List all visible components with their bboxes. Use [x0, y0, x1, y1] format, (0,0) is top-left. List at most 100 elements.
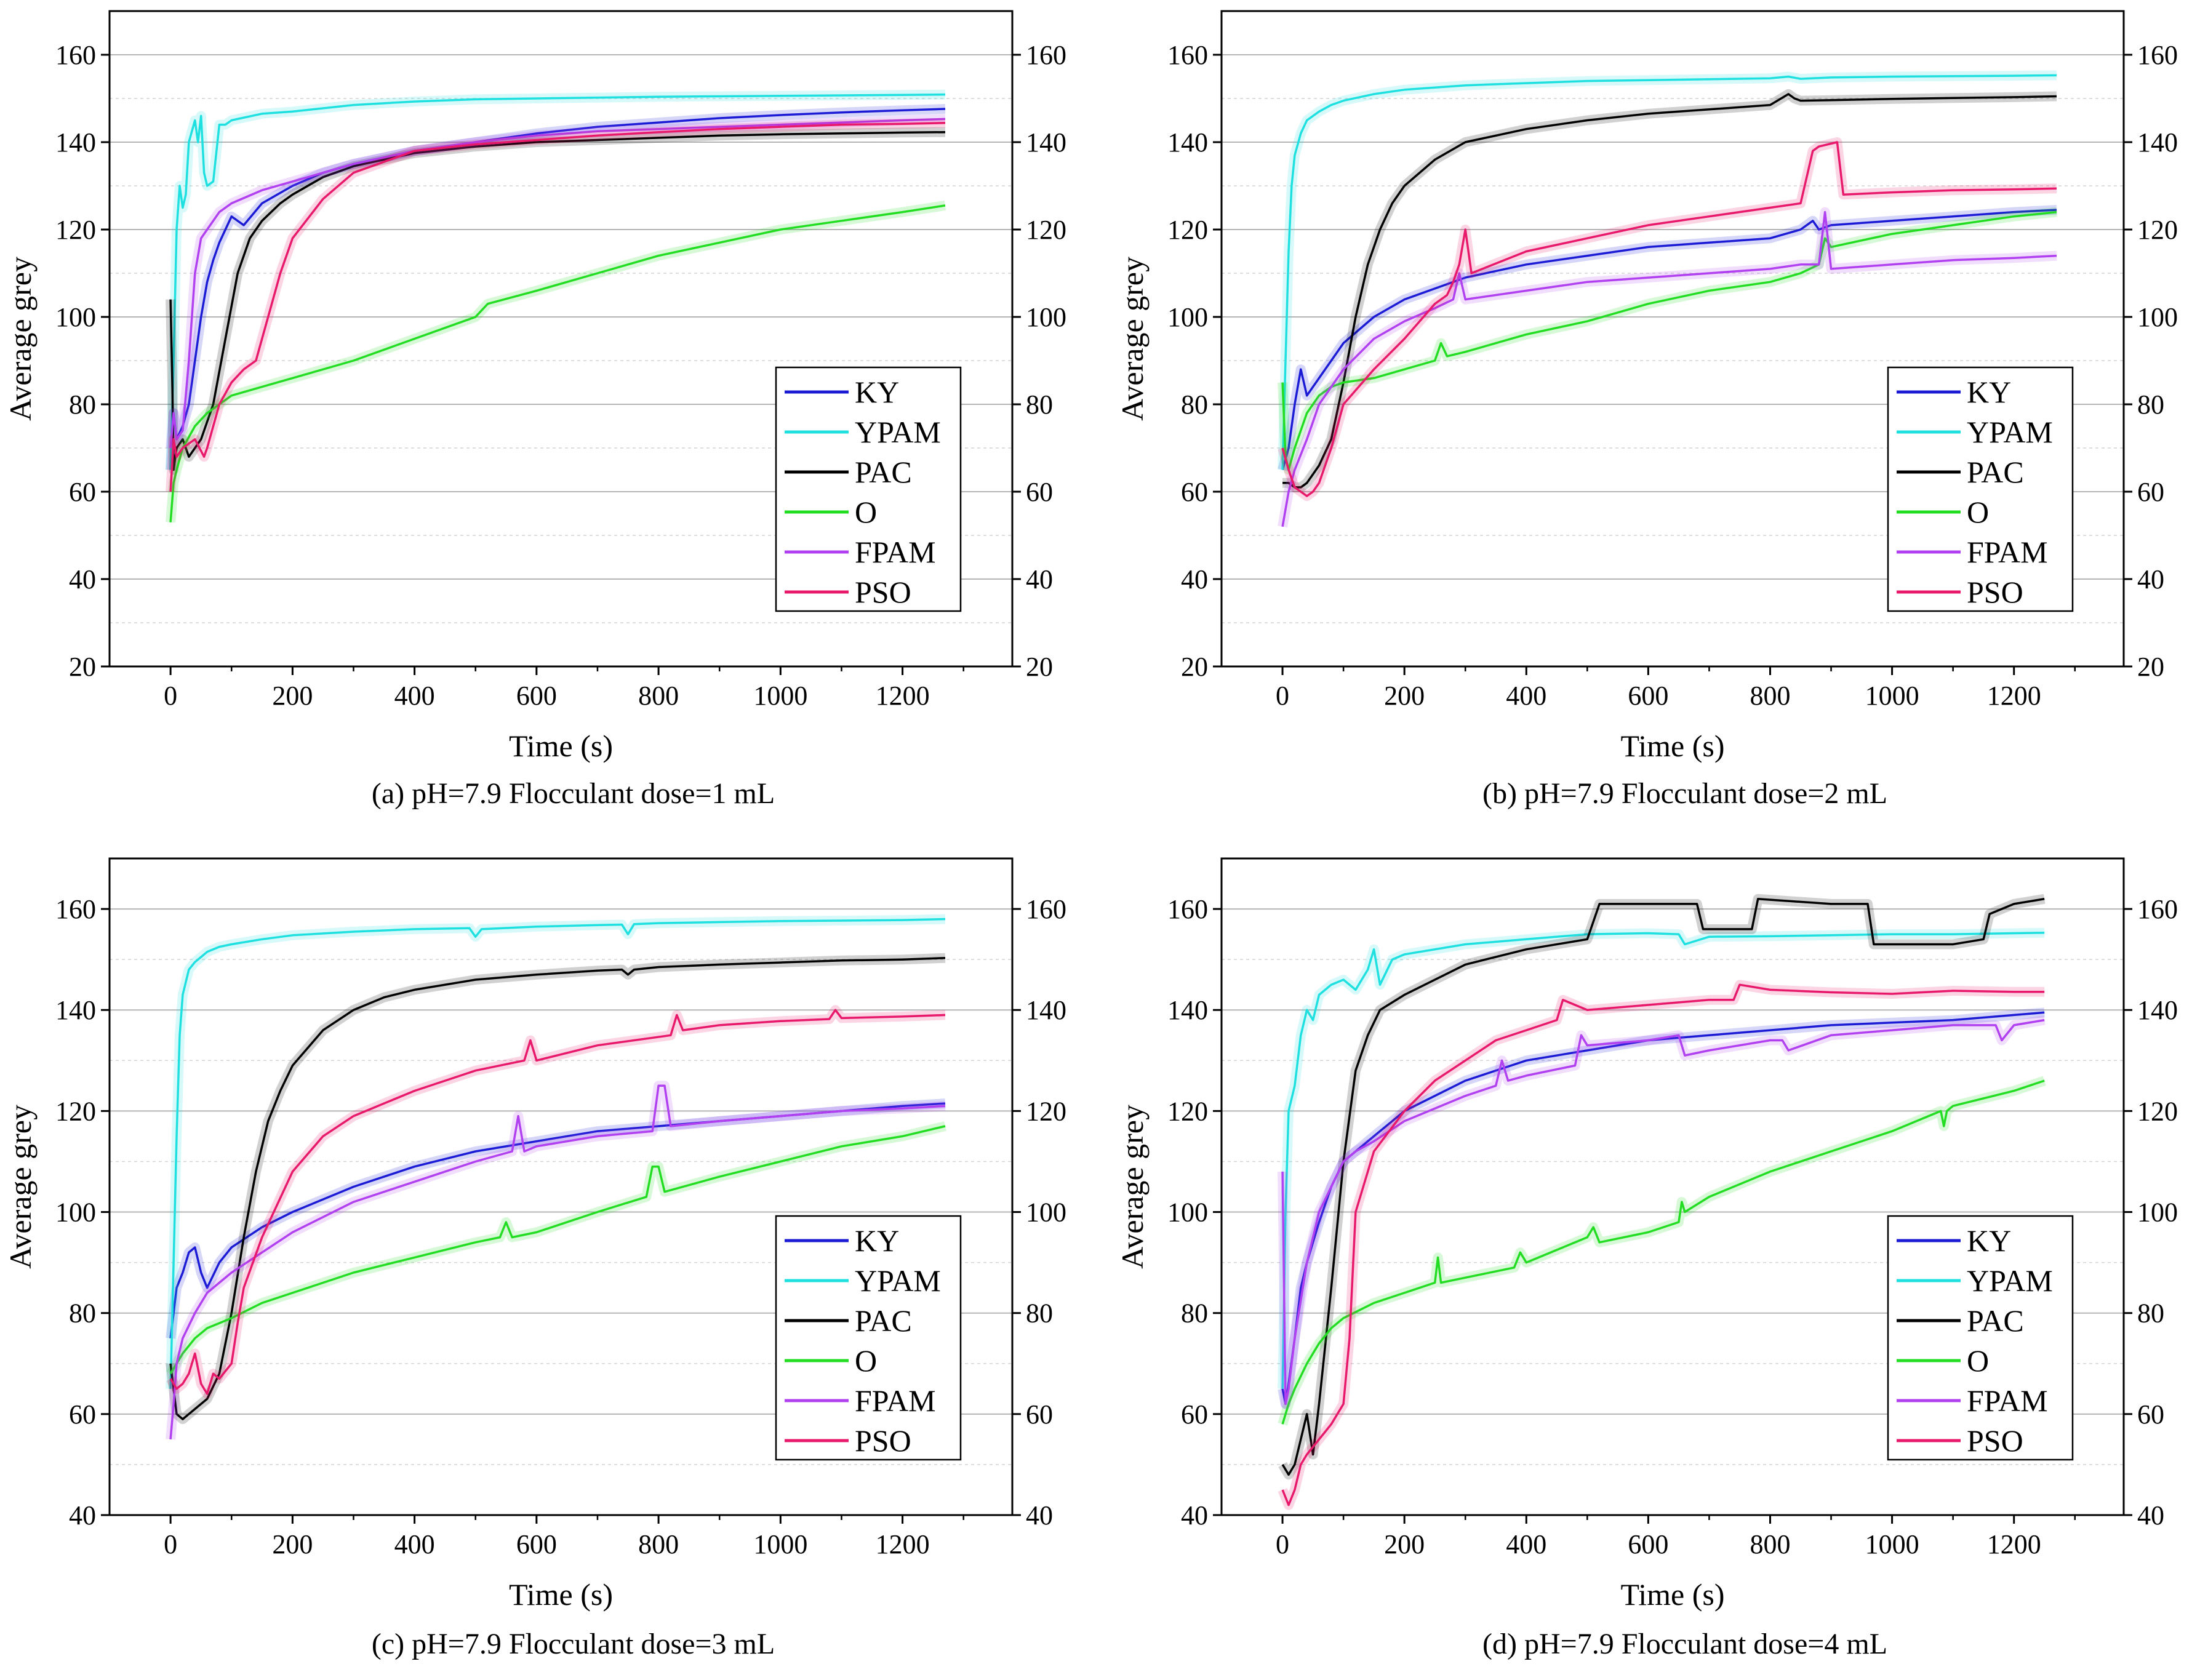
x-tick-label: 1200: [876, 681, 930, 711]
plot-frame: [108, 857, 1014, 1516]
y-tick-label-right: 60: [1026, 1399, 1053, 1430]
y-tick-label-right: 60: [2137, 1399, 2164, 1430]
y-tick-label-left: 160: [1167, 894, 1208, 924]
series-line-o: [169, 1125, 946, 1375]
y-tick-label-left: 40: [69, 564, 96, 594]
legend-label-o: O: [1967, 1343, 1989, 1378]
y-axis-label: Average grey: [3, 257, 38, 421]
x-tick-label: 800: [638, 1529, 679, 1559]
legend-label-pac: PAC: [855, 455, 912, 489]
panel-b: 20 20 40 40 60 60 80 80 100 100 120 120 140 140 160 160…: [1115, 10, 2178, 810]
x-tick-label: 1200: [876, 1529, 930, 1559]
series-line-ypam: [169, 93, 946, 470]
series-line-ky: [1281, 209, 2057, 470]
x-tick-label: 200: [1384, 1529, 1425, 1559]
y-tick-label-right: 60: [1026, 477, 1053, 507]
x-tick-label: 600: [1628, 681, 1668, 711]
y-axis-label: Average grey: [1115, 257, 1150, 421]
x-tick-label: 0: [164, 1529, 177, 1559]
series-line-ypam: [169, 918, 946, 1389]
legend-label-ypam: YPAM: [1967, 415, 2053, 449]
series-line-pac: [169, 956, 946, 1420]
y-tick-label-left: 60: [69, 477, 96, 507]
series-line-fpam: [169, 1084, 946, 1440]
y-tick-label-right: 120: [1026, 1096, 1066, 1126]
x-tick-label: 1000: [753, 1529, 807, 1559]
series-line-o: [1281, 1079, 2045, 1425]
x-tick-label: 400: [1506, 1529, 1546, 1559]
legend-label-pso: PSO: [855, 575, 911, 609]
y-tick-label-right: 20: [2137, 652, 2164, 682]
y-tick-label-left: 20: [69, 652, 96, 682]
series-line-pso: [169, 122, 946, 492]
y-axis-label: Average grey: [3, 1105, 38, 1269]
series-line-fpam: [1281, 210, 2057, 527]
x-tick-label: 800: [1750, 681, 1790, 711]
y-tick-label-right: 60: [2137, 477, 2164, 507]
y-tick-label-right: 80: [1026, 390, 1053, 420]
x-axis-label: Time (s): [509, 729, 613, 763]
y-tick-label-left: 140: [1167, 127, 1208, 158]
x-tick-label: 0: [1276, 681, 1289, 711]
legend-label-ky: KY: [855, 375, 899, 409]
y-tick-label-left: 60: [69, 1399, 96, 1430]
y-tick-label-left: 160: [1167, 40, 1208, 70]
y-tick-label-right: 40: [2137, 1500, 2164, 1530]
plot-frame: [1220, 10, 2125, 668]
legend-label-o: O: [855, 1343, 877, 1378]
legend: KY YPAM PAC O FPAM PSO: [775, 1215, 962, 1461]
series-line-o: [169, 204, 946, 522]
x-tick-label: 200: [1384, 681, 1425, 711]
legend-label-fpam: FPAM: [855, 1383, 936, 1418]
x-tick-label: 1200: [1987, 681, 2041, 711]
legend-label-ypam: YPAM: [1967, 1263, 2053, 1298]
x-tick-label: 200: [272, 1529, 313, 1559]
x-axis-label: Time (s): [1620, 729, 1724, 763]
y-tick-label-right: 160: [2137, 40, 2178, 70]
legend-label-pso: PSO: [855, 1423, 911, 1458]
y-tick-label-right: 40: [2137, 564, 2164, 594]
y-tick-label-right: 80: [1026, 1298, 1053, 1329]
series-line-ky: [1281, 1011, 2045, 1406]
series-line-pso: [169, 1009, 946, 1395]
y-tick-label-right: 160: [1026, 894, 1066, 924]
y-tick-label-left: 120: [55, 1096, 96, 1126]
x-tick-label: 600: [516, 681, 557, 711]
plot-frame: [1220, 857, 2125, 1516]
series-line-pac: [169, 130, 946, 471]
x-tick-label: 800: [638, 681, 679, 711]
y-tick-label-left: 120: [1167, 215, 1208, 245]
legend-label-pac: PAC: [855, 1303, 912, 1338]
y-tick-label-left: 60: [1181, 1399, 1208, 1430]
x-tick-label: 1000: [1865, 1529, 1919, 1559]
y-tick-label-right: 160: [2137, 894, 2178, 924]
y-tick-label-left: 120: [55, 215, 96, 245]
x-tick-label: 1200: [1987, 1529, 2041, 1559]
x-axis-label: Time (s): [509, 1577, 613, 1612]
legend-label-ky: KY: [1967, 375, 2011, 409]
series-line-pso: [1281, 141, 2057, 497]
y-tick-label-left: 80: [1181, 1298, 1208, 1329]
legend-label-ypam: YPAM: [855, 1263, 941, 1298]
x-tick-label: 400: [394, 1529, 435, 1559]
y-tick-label-right: 140: [1026, 995, 1066, 1025]
series-line-ky: [169, 108, 946, 470]
y-tick-label-left: 100: [55, 302, 96, 332]
x-tick-label: 0: [1276, 1529, 1289, 1559]
x-tick-label: 1000: [1865, 681, 1919, 711]
y-tick-label-left: 60: [1181, 477, 1208, 507]
y-tick-label-right: 120: [1026, 215, 1066, 245]
panel-caption: (d) pH=7.9 Flocculant dose=4 mL: [1482, 1628, 1887, 1660]
legend-label-ypam: YPAM: [855, 415, 941, 449]
y-tick-label-left: 20: [1181, 652, 1208, 682]
y-tick-label-right: 140: [2137, 995, 2178, 1025]
plot-frame: [108, 10, 1014, 668]
series-line-fpam: [1281, 1018, 2045, 1406]
panel-c: 40 40 60 60 80 80 100 100 120 120 140 140 160 160 0 200…: [3, 857, 1066, 1660]
y-tick-label-left: 140: [1167, 995, 1208, 1025]
series-line-fpam: [169, 118, 946, 449]
y-tick-label-right: 40: [1026, 564, 1053, 594]
legend-label-pac: PAC: [1967, 1303, 2024, 1338]
x-tick-label: 1000: [753, 681, 807, 711]
